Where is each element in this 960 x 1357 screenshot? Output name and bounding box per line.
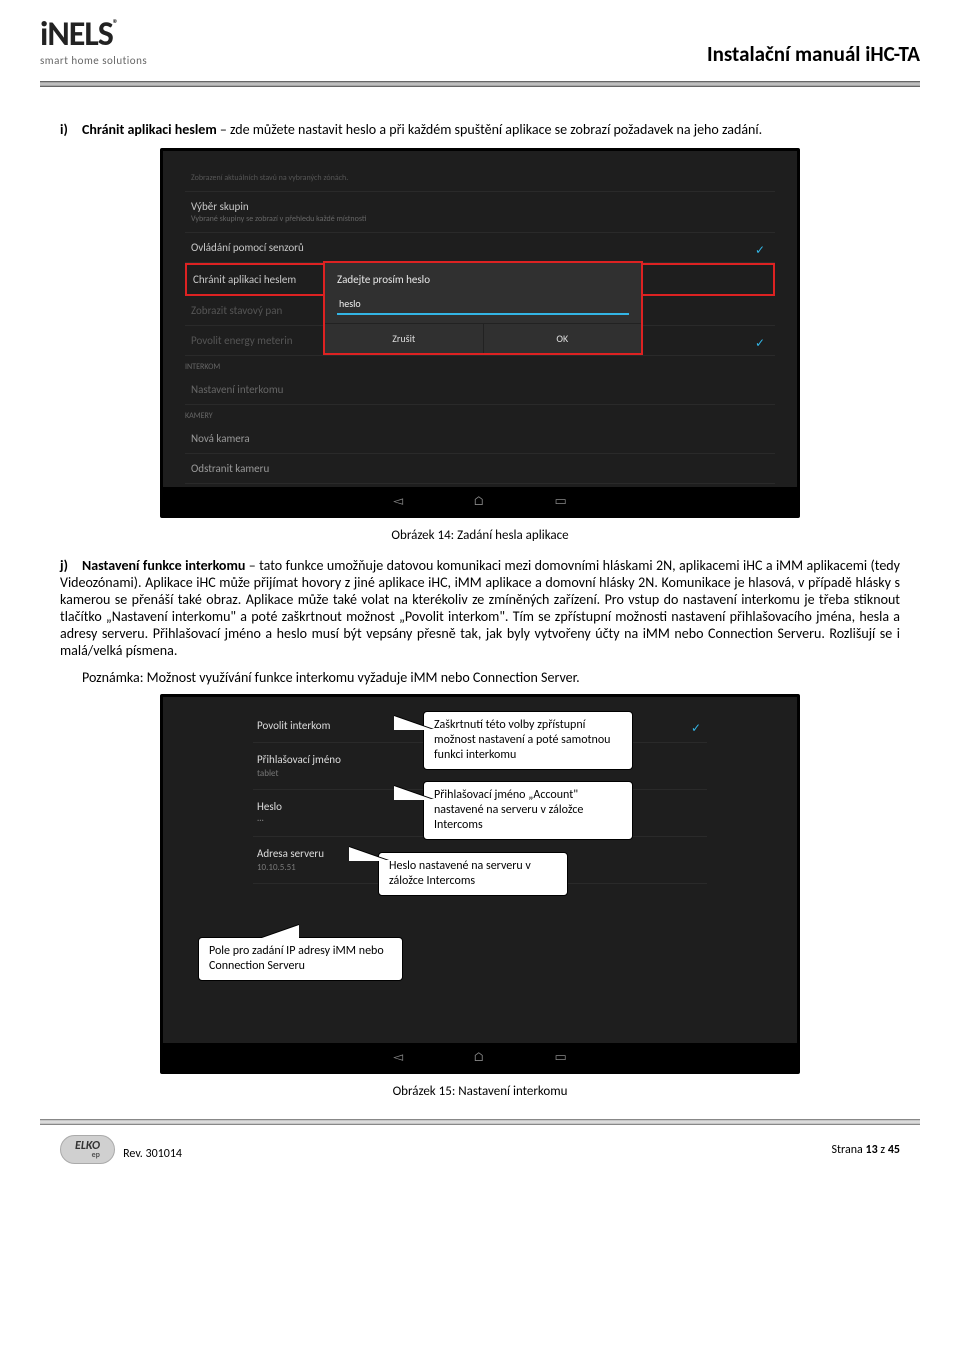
revision-label: Rev. 301014 [123,1147,182,1161]
s1-top-sub: Zobrazení aktuálních stavů na vybraných … [191,173,348,183]
callout-2-text: Přihlašovací jméno „Account" nastavené n… [434,788,583,832]
screenshot-intercom: Povolit interkom ✓ Přihlašovací jméno ta… [160,694,800,1074]
footer-left: ELKO ep Rev. 301014 [60,1135,182,1164]
caption-15: Obrázek 15: Nastavení interkomu [60,1084,900,1099]
logo-text: iNELS® [40,18,147,52]
s2-jmeno-label: Přihlašovací jméno [257,753,341,766]
screenshot-password: Zobrazení aktuálních stavů na vybraných … [160,148,800,518]
s1-row-vyber[interactable]: Výběr skupin Vybrané skupiny se zobrazí … [185,192,775,233]
s1-nova-kam-label: Nová kamera [191,432,250,445]
check-icon: ✓ [755,243,765,258]
s1-chranit-label: Chránit aplikaci heslem [193,273,296,286]
list-marker-j: j) [60,557,82,574]
s1-section-interkom: INTERKOM [185,356,775,375]
nav-back-icon[interactable]: ◅ [393,494,403,509]
nav-recent-icon[interactable]: ▭ [555,1050,567,1065]
callout-4-text: Pole pro zadání IP adresy iMM nebo Conne… [209,944,384,973]
nav-home-icon[interactable]: ⌂ [473,1050,484,1065]
nav-recent-icon[interactable]: ▭ [555,494,567,509]
check-icon: ✓ [755,336,765,351]
logo-tagline: smart home solutions [40,54,147,67]
s1-row-ovladani[interactable]: Ovládání pomocí senzorů ✓ [185,233,775,263]
s2-povolit-label: Povolit interkom [257,719,330,732]
s1-nastaveni-int-label: Nastavení interkomu [191,383,283,396]
page-total: 45 [888,1143,900,1157]
para-i-text: – zde můžete nastavit heslo a při každém… [217,121,762,138]
callout-3-text: Heslo nastavené na serveru v záložce Int… [389,859,531,888]
check-icon: ✓ [691,721,701,736]
page-current: 13 [865,1143,877,1157]
logo-reg: ® [113,17,118,30]
paragraph-j-note: Poznámka: Možnost využívání funkce inter… [60,669,900,686]
s1-energy-label: Povolit energy meterin [191,334,293,347]
dialog-ok-button[interactable]: OK [483,324,642,353]
s1-vyber-sub: Vybrané skupiny se zobrazí v přehledu ka… [191,214,769,224]
callout-3: Heslo nastavené na serveru v záložce Int… [378,852,568,896]
callout-2: Přihlašovací jméno „Account" nastavené n… [423,781,633,840]
logo: iNELS® smart home solutions [40,18,147,67]
dialog-title: Zadejte prosím heslo [325,263,641,294]
s1-ovladani-label: Ovládání pomocí senzorů [191,241,304,254]
s1-row-odstranit[interactable]: Odstranit kameru [185,454,775,484]
page-label: Strana [832,1143,866,1157]
logo-main: iNELS [40,14,113,55]
password-dialog: Zadejte prosím heslo heslo Zrušit OK [323,261,643,355]
s2-adresa-label: Adresa serveru [257,847,324,860]
caption-14: Obrázek 14: Zadání hesla aplikace [60,528,900,543]
s1-zobrazit-label: Zobrazit stavový pan [191,304,282,317]
callout-1-text: Zaškrtnutí této volby zpřístupní možnost… [434,718,610,762]
dialog-cancel-button[interactable]: Zrušit [325,324,483,353]
password-input[interactable]: heslo [337,294,629,315]
callout-4: Pole pro zadání IP adresy iMM nebo Conne… [198,937,403,981]
nav-home-icon[interactable]: ⌂ [473,494,484,509]
document-title: Instalační manuál iHC-TA [707,41,920,67]
nav-back-icon[interactable]: ◅ [393,1050,403,1065]
s1-row-nastaveni-int[interactable]: Nastavení interkomu [185,375,775,405]
callout-1: Zaškrtnutí této volby zpřístupní možnost… [423,711,633,770]
para-j-title: Nastavení funkce interkomu [82,557,245,574]
elko-logo: ELKO ep [60,1135,115,1164]
paragraph-i: i)Chránit aplikaci heslem – zde můžete n… [60,121,900,138]
list-marker-i: i) [60,121,82,138]
s1-section-kamery: KAMERY [185,405,775,424]
page-number: Strana 13 z 45 [832,1143,901,1157]
paragraph-j: j)Nastavení funkce interkomu – tato funk… [60,557,900,659]
s2-heslo-label: Heslo [257,800,282,813]
s1-vyber-label: Výběr skupin [191,200,249,213]
s1-row-nova-kam[interactable]: Nová kamera [185,424,775,454]
android-navbar: ◅ ⌂ ▭ [163,1043,797,1071]
page-footer: ELKO ep Rev. 301014 Strana 13 z 45 [0,1125,960,1184]
page-of: z [878,1143,888,1157]
para-i-title: Chránit aplikaci heslem [82,121,217,138]
android-navbar: ◅ ⌂ ▭ [163,487,797,515]
s1-odstranit-label: Odstranit kameru [191,462,269,475]
page-header: iNELS® smart home solutions Instalační m… [0,0,960,75]
s1-row-top: Zobrazení aktuálních stavů na vybraných … [185,165,775,192]
